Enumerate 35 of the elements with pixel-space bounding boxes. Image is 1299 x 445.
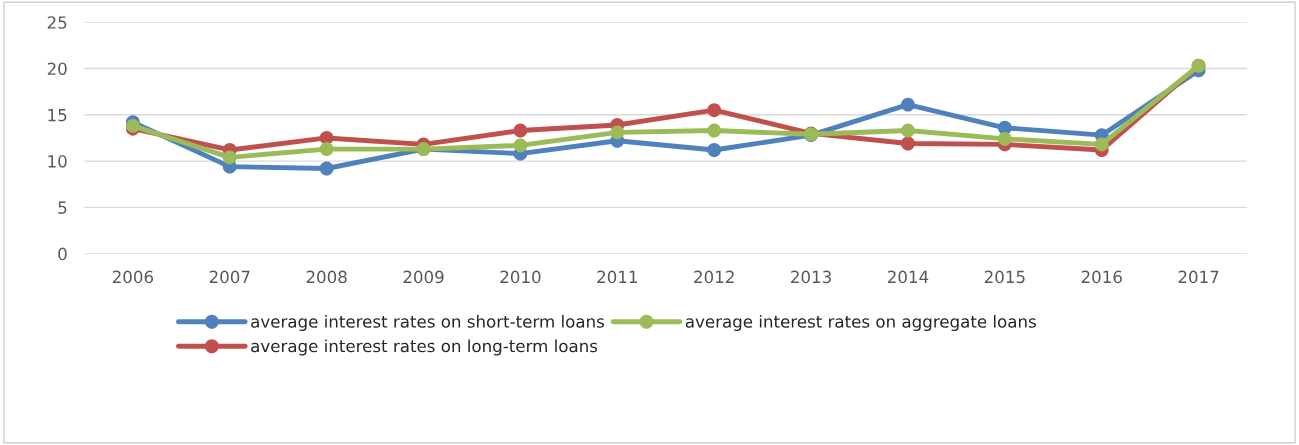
point	[707, 143, 722, 157]
point	[707, 103, 722, 118]
point	[319, 142, 334, 156]
y-tick-label: 25	[47, 16, 67, 29]
y-tick-label: 10	[48, 155, 67, 168]
x-tick-label: 2015	[984, 270, 1025, 284]
legend-label: average interest rates on aggregate loans	[685, 314, 1036, 332]
point	[513, 123, 528, 138]
point	[513, 138, 528, 153]
point	[222, 150, 237, 165]
legend-label: average interest rates on long-term loans	[251, 339, 598, 356]
x-tick-label: 2007	[209, 270, 250, 284]
x-tick-label: 2006	[112, 270, 154, 284]
x-tick-label: 2010	[500, 270, 541, 284]
y-tick-label: 5	[58, 201, 67, 214]
x-tick-label: 2014	[887, 270, 929, 284]
point	[1094, 137, 1109, 152]
legend-label: average interest rates on short-term loans	[251, 314, 604, 332]
point	[901, 97, 915, 112]
x-tick-label: 2009	[403, 270, 444, 284]
y-tick-label: 0	[58, 247, 67, 261]
y-tick-label: 15	[48, 108, 67, 122]
point	[319, 161, 334, 176]
point	[610, 125, 625, 140]
x-tick-label: 2011	[597, 270, 637, 284]
point	[707, 123, 722, 138]
x-tick-label: 2017	[1178, 270, 1219, 284]
x-tick-label: 2013	[791, 270, 831, 284]
point	[901, 123, 915, 138]
x-tick-label: 2008	[306, 270, 347, 284]
y-tick-label: 20	[47, 62, 67, 76]
point	[901, 136, 915, 151]
x-tick-label: 2016	[1081, 270, 1122, 284]
point	[997, 131, 1012, 146]
x-tick-label: 2012	[694, 270, 734, 284]
